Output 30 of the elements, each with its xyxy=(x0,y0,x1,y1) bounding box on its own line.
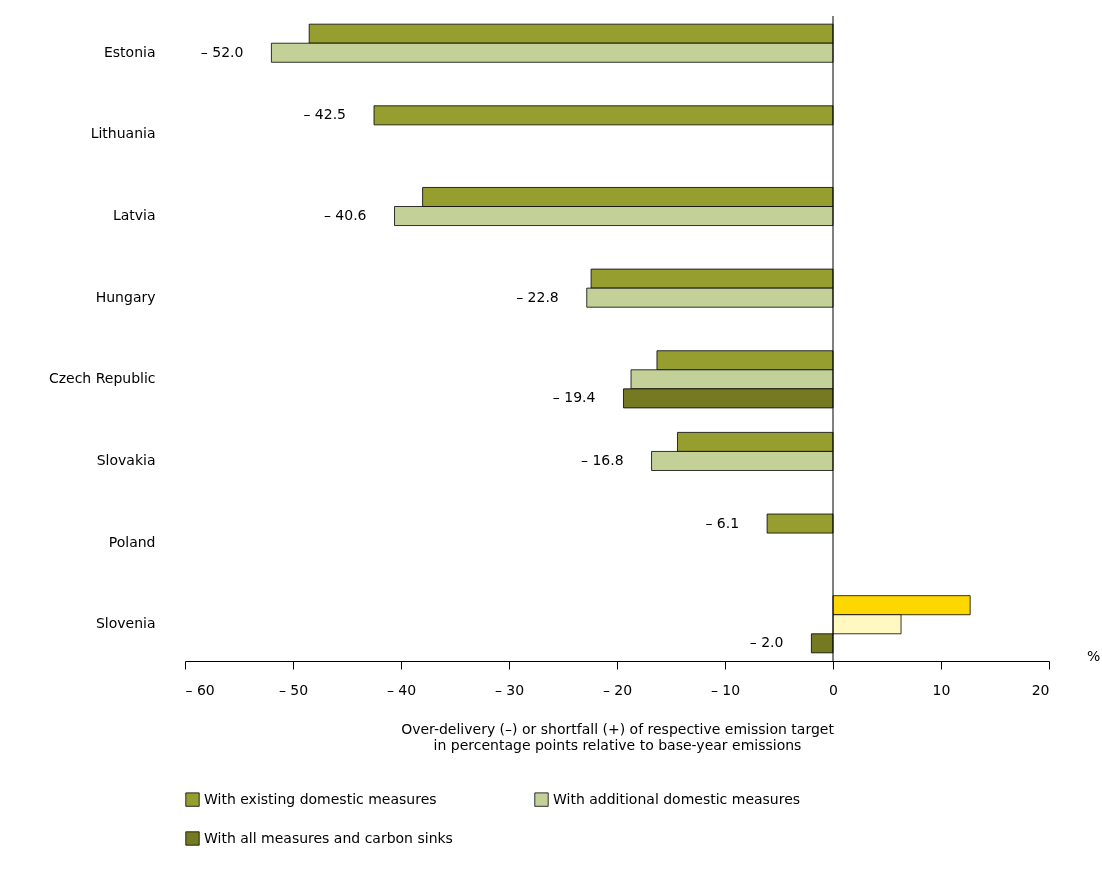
y-tick-label: Poland xyxy=(108,533,156,550)
y-tick-label: Slovenia xyxy=(95,615,156,632)
legend-label: With all measures and carbon sinks xyxy=(204,829,453,846)
legend-label: With existing domestic measures xyxy=(204,790,437,807)
x-tick-label: – 20 xyxy=(602,681,633,698)
y-tick-label: Latvia xyxy=(112,207,156,224)
y-tick-label: Slovakia xyxy=(96,451,156,468)
legend-label: With additional domestic measures xyxy=(553,790,801,807)
y-tick-label: Lithuania xyxy=(90,125,156,142)
x-axis-title: Over-delivery (–) or shortfall (+) of respective emission target in percentage points relative to base-year emissions xyxy=(401,720,835,753)
data-label: – 19.4 xyxy=(552,389,596,406)
data-label: – 42.5 xyxy=(303,106,346,123)
data-label: – 2.0 xyxy=(749,634,784,651)
data-label: – 6.1 xyxy=(705,514,740,531)
x-tick-label: 20 xyxy=(1031,681,1050,698)
data-label: – 52.0 xyxy=(200,43,244,60)
x-tick-label: 0 xyxy=(829,681,838,698)
x-tick-label: – 60 xyxy=(185,681,215,698)
x-tick-label: 10 xyxy=(932,681,951,698)
y-tick-label: Czech Republic xyxy=(48,370,156,387)
x-tick-label: – 30 xyxy=(494,681,525,698)
data-label: – 40.6 xyxy=(323,207,367,224)
text: % xyxy=(1087,648,1101,664)
x-tick-label: – 50 xyxy=(278,681,309,698)
data-label: – 22.8 xyxy=(516,288,559,305)
data-label: – 16.8 xyxy=(580,451,624,468)
x-tick-label: – 10 xyxy=(710,681,741,698)
x-tick-label: – 40 xyxy=(386,681,417,698)
y-tick-label: Estonia xyxy=(103,43,156,60)
y-tick-label: Hungary xyxy=(95,288,156,305)
